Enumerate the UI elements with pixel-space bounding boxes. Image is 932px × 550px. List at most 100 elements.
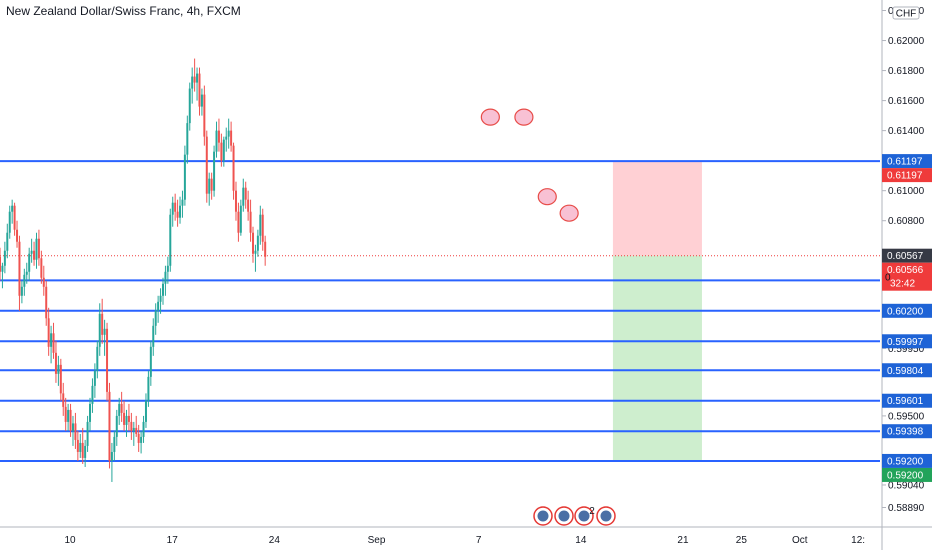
candle xyxy=(164,265,167,296)
candle-body xyxy=(137,433,140,443)
candle xyxy=(40,250,43,284)
candle xyxy=(254,244,257,272)
candle xyxy=(152,318,155,356)
candle xyxy=(76,430,79,461)
currency-label: CHF xyxy=(896,9,917,20)
candle xyxy=(13,202,16,236)
candle-body xyxy=(234,190,237,212)
candle xyxy=(193,58,196,92)
candle-body xyxy=(47,318,50,347)
candle xyxy=(18,235,21,311)
candle-body xyxy=(135,427,138,434)
candle-body xyxy=(220,142,223,161)
candle xyxy=(135,415,138,437)
candle-body xyxy=(166,265,169,272)
candle-body xyxy=(54,352,57,374)
candle-body xyxy=(193,76,196,83)
level-tag-label: 0.61197 xyxy=(887,157,923,168)
candle xyxy=(227,118,230,149)
candle xyxy=(159,288,162,314)
candle xyxy=(210,172,213,200)
candle xyxy=(20,280,23,304)
candle-body xyxy=(13,205,16,230)
level-tag xyxy=(882,303,932,318)
candle-body xyxy=(140,436,143,443)
candle-body xyxy=(259,214,262,236)
candle-body xyxy=(161,283,164,296)
candle xyxy=(16,220,19,248)
candle xyxy=(157,295,160,323)
candle xyxy=(35,232,38,269)
candle-body xyxy=(144,400,147,422)
event-badge-icon xyxy=(578,510,590,522)
candle xyxy=(191,67,194,104)
candle xyxy=(86,415,89,452)
price-tick-label: 0.61600 xyxy=(888,96,925,107)
level-tag xyxy=(882,393,932,408)
time-tick-label: 14 xyxy=(575,535,587,546)
candle-body xyxy=(50,333,53,347)
level-tag-label: 0.59601 xyxy=(887,396,924,407)
candle xyxy=(115,409,118,446)
event-badge-icon xyxy=(600,510,612,522)
level-tag xyxy=(882,363,932,378)
level-tag-label: 0.60200 xyxy=(887,306,924,317)
candle xyxy=(67,403,70,431)
candle xyxy=(130,412,133,440)
candle xyxy=(1,262,4,289)
candle xyxy=(59,358,62,401)
candle xyxy=(84,439,87,467)
candle xyxy=(91,378,94,413)
candle xyxy=(200,88,203,116)
candle-body xyxy=(0,256,1,272)
time-tick-label: 7 xyxy=(476,535,482,546)
candle xyxy=(89,397,92,431)
countdown-label: 32:42 xyxy=(890,279,915,290)
candle-body xyxy=(181,199,184,206)
chart-title: New Zealand Dollar/Swiss Franc, 4h, FXCM xyxy=(6,4,241,18)
candle xyxy=(179,196,182,224)
candle-body xyxy=(59,364,62,394)
candle-body xyxy=(35,238,38,260)
stop-loss-zone xyxy=(612,161,702,256)
time-tick-label: Sep xyxy=(368,535,386,546)
candle xyxy=(181,190,184,218)
candle xyxy=(149,340,152,386)
candle xyxy=(261,208,264,251)
candle xyxy=(232,142,235,200)
candle xyxy=(161,277,164,305)
price-tick-label: 0.59500 xyxy=(888,411,925,422)
candle xyxy=(37,229,40,266)
candle xyxy=(103,319,106,356)
candle xyxy=(108,382,111,469)
candle xyxy=(215,121,218,158)
candle xyxy=(171,196,174,227)
candle-body xyxy=(171,202,174,215)
event-badge xyxy=(574,506,594,526)
candle-body xyxy=(113,436,116,452)
candle-body xyxy=(159,295,162,302)
level-tag-label: 0.59398 xyxy=(887,427,924,438)
candle-body xyxy=(30,250,33,254)
level-tag-label: 0.59997 xyxy=(887,337,924,348)
candle-body xyxy=(254,250,257,254)
candle xyxy=(42,265,45,296)
candle xyxy=(30,238,33,263)
candle-body xyxy=(205,136,208,194)
candle-body xyxy=(37,238,40,259)
time-tick-label: 25 xyxy=(736,535,748,546)
candle-body xyxy=(176,211,179,218)
candle-body xyxy=(222,139,225,161)
candle-body xyxy=(79,442,82,452)
candle-body xyxy=(45,286,48,319)
candle-body xyxy=(142,421,145,437)
candle-body xyxy=(52,333,55,353)
candle-body xyxy=(215,130,218,152)
candle xyxy=(198,67,201,116)
last-price-label: 0.60567 xyxy=(887,251,924,262)
candle-body xyxy=(118,403,121,416)
candle xyxy=(47,307,50,356)
candle-body xyxy=(69,409,72,431)
candle-body xyxy=(154,310,157,326)
